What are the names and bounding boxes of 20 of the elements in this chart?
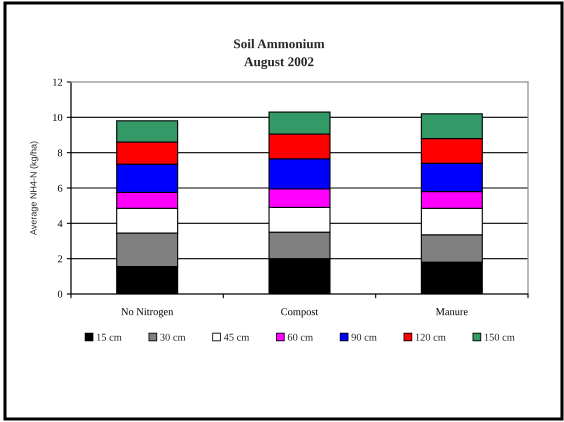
y-tick-label: 4 (58, 220, 63, 227)
x-tick-label: Compost (281, 308, 318, 318)
y-tick-label: 6 (58, 184, 62, 192)
legend-label: 120 cm (416, 334, 446, 341)
legend-label: 15 cm (97, 334, 122, 341)
chart-title: Soil Ammonium (234, 39, 324, 48)
legend-label: 60 cm (288, 334, 313, 341)
y-axis-title: Average NH4-N (kg/ha) (30, 141, 38, 236)
legend-label: 30 cm (160, 334, 186, 341)
y-tick-label: 8 (58, 149, 62, 156)
y-tick-label: 0 (58, 290, 62, 298)
legend-label: 150 cm (484, 334, 515, 341)
legend-label: 45 cm (224, 334, 250, 341)
chart-subtitle: August 2002 (244, 57, 314, 69)
y-tick-label: 10 (53, 114, 62, 122)
x-tick-label: Manure (436, 308, 468, 316)
legend-label: 90 cm (351, 334, 377, 341)
y-tick-label: 12 (53, 78, 62, 86)
y-tick-label: 2 (58, 255, 62, 262)
x-tick-label: No Nitrogen (121, 308, 174, 318)
